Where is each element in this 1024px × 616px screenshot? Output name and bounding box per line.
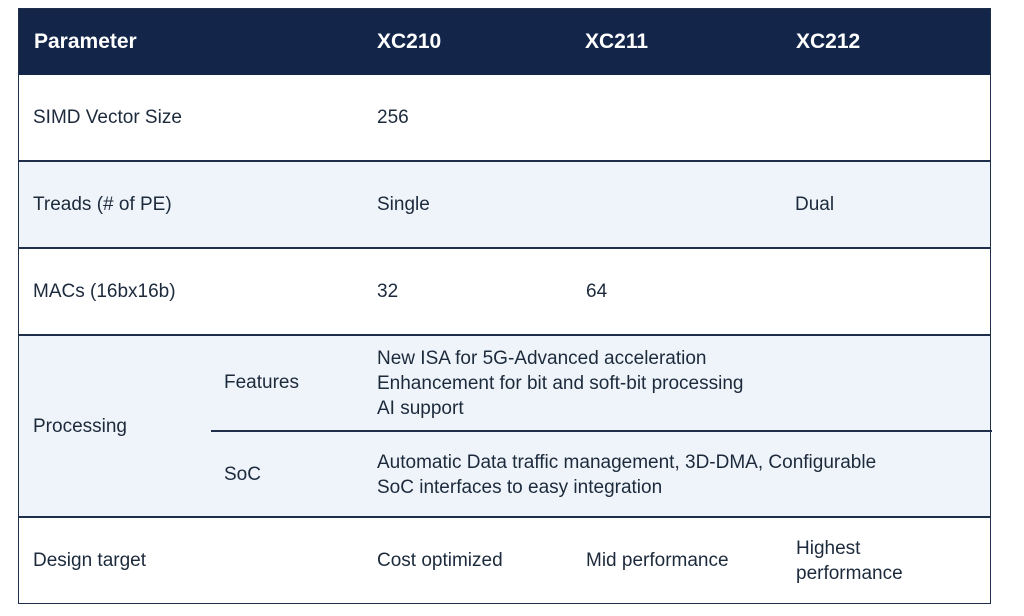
simd-xc210-value: 256 bbox=[377, 107, 409, 128]
table-row-treads: Treads (# of PE) Single Dual bbox=[19, 162, 990, 248]
header-xc212: XC212 bbox=[796, 30, 861, 53]
row-label-processing: Processing bbox=[33, 415, 127, 437]
table-header: Parameter XC210 XC211 XC212 bbox=[19, 9, 990, 75]
row-label-simd: SIMD Vector Size bbox=[33, 107, 182, 128]
table-row-processing: Processing Features New ISA for 5G-Advan… bbox=[19, 336, 992, 517]
row-divider bbox=[19, 247, 990, 249]
row-divider bbox=[19, 160, 990, 162]
table-row-macs: MACs (16bx16b) 32 64 bbox=[19, 249, 990, 335]
macs-xc210-value: 32 bbox=[377, 281, 399, 302]
table-row-simd: SIMD Vector Size 256 bbox=[19, 75, 990, 161]
header-xc211: XC211 bbox=[585, 30, 649, 53]
macs-xc211-value: 64 bbox=[586, 281, 608, 302]
subrow-divider bbox=[211, 430, 992, 432]
design-xc210-value: Cost optimized bbox=[377, 549, 503, 571]
row-label-treads: Treads (# of PE) bbox=[33, 194, 172, 215]
soc-line: Automatic Data traffic management, 3D-DM… bbox=[377, 451, 877, 473]
design-xc212-value: Highest performance bbox=[796, 518, 903, 603]
spec-table: Parameter XC210 XC211 XC212 SIMD Vector … bbox=[18, 8, 992, 604]
treads-xc212-value: Dual bbox=[795, 194, 835, 215]
soc-text: Automatic Data traffic management, 3D-DM… bbox=[377, 432, 876, 517]
sublabel-features: Features bbox=[224, 372, 299, 393]
design-xc211-value: Mid performance bbox=[586, 549, 729, 571]
row-divider bbox=[19, 516, 990, 518]
soc-line: SoC interfaces to easy integration bbox=[377, 476, 663, 498]
table-row-design: Design target Cost optimized Mid perform… bbox=[19, 518, 990, 603]
features-line: AI support bbox=[377, 397, 464, 419]
header-xc210: XC210 bbox=[377, 30, 442, 53]
treads-xc210-value: Single bbox=[377, 194, 430, 215]
sublabel-soc: SoC bbox=[224, 463, 261, 485]
row-label-macs: MACs (16bx16b) bbox=[33, 281, 176, 302]
header-parameter: Parameter bbox=[34, 30, 137, 53]
features-line: Enhancement for bit and soft-bit process… bbox=[377, 372, 744, 394]
features-line: New ISA for 5G-Advanced acceleration bbox=[377, 347, 707, 369]
row-divider bbox=[19, 334, 990, 336]
design-xc212-line: performance bbox=[796, 562, 903, 584]
design-xc212-line: Highest bbox=[796, 537, 861, 559]
features-text: New ISA for 5G-Advanced acceleration Enh… bbox=[377, 336, 743, 430]
row-label-design: Design target bbox=[33, 549, 147, 571]
